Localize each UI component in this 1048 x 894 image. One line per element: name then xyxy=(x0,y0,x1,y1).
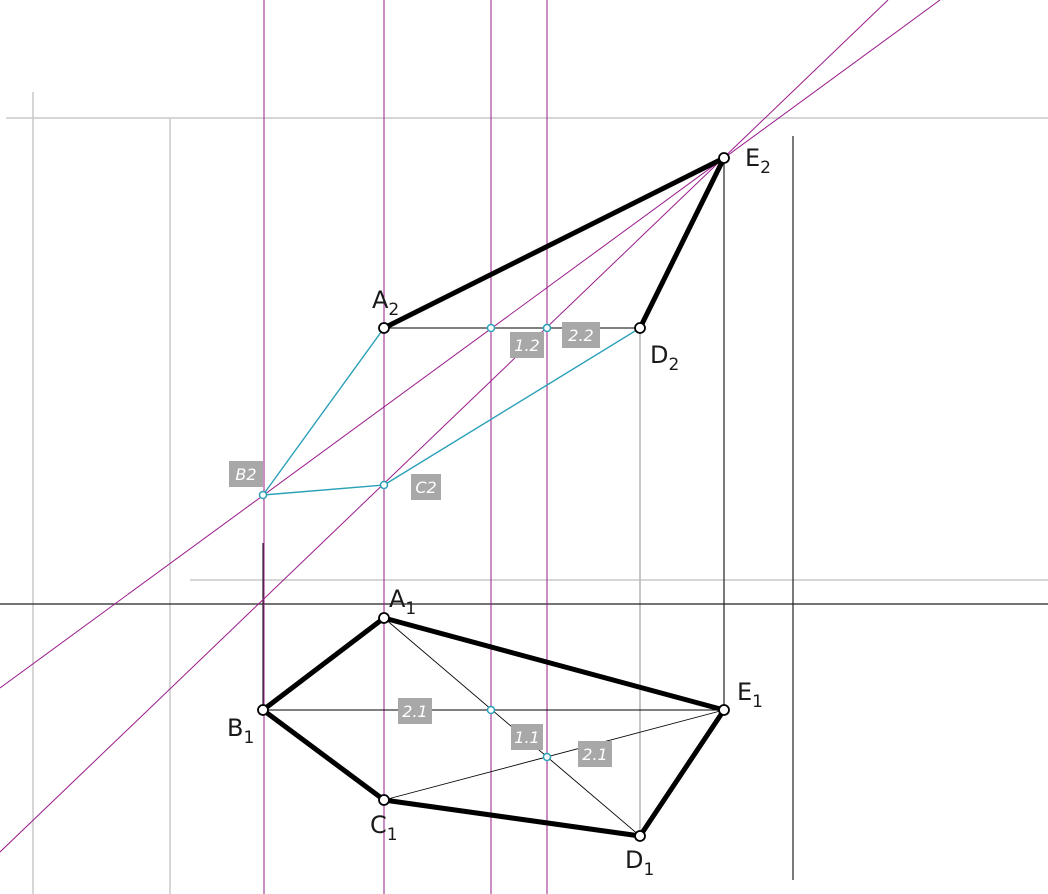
section-markers xyxy=(258,323,552,762)
tag-2-1: 2.1 xyxy=(398,698,432,724)
label-b1-letter: B xyxy=(227,714,243,742)
label-e1-sub: 1 xyxy=(752,692,763,712)
marker-e1 xyxy=(718,704,730,716)
tag-2-2-text: 2.2 xyxy=(568,326,593,345)
tag-c2: C2 xyxy=(411,474,441,500)
marker-d1 xyxy=(634,830,646,842)
label-b1: B1 xyxy=(227,714,254,748)
marker-c1 xyxy=(378,794,390,806)
label-a1-sub: 1 xyxy=(405,599,416,619)
label-d1-sub: 1 xyxy=(643,860,654,880)
marker-a1 xyxy=(378,612,390,624)
label-a2-sub: 2 xyxy=(388,300,399,320)
marker-b1 xyxy=(257,704,269,716)
marker-e2 xyxy=(718,152,730,164)
label-a1-letter: A xyxy=(389,585,406,613)
tag-1-2-text: 1.2 xyxy=(514,336,539,355)
section-lines xyxy=(262,327,641,496)
label-a1: A1 xyxy=(389,585,416,619)
frame-lines xyxy=(6,92,1048,894)
label-b1-sub: 1 xyxy=(243,728,254,748)
tag-2-1-text: 2.1 xyxy=(402,702,427,721)
tag-b2-text: B2 xyxy=(235,465,256,484)
helper-verticals xyxy=(263,0,548,894)
tag-c2-text: C2 xyxy=(415,478,436,497)
label-d2-sub: 2 xyxy=(668,355,679,375)
label-d1-letter: D xyxy=(625,846,643,874)
label-d1: D1 xyxy=(625,846,654,880)
marker-d2 xyxy=(634,322,646,334)
label-c1-sub: 1 xyxy=(387,825,398,845)
axis-lines xyxy=(0,136,1048,880)
figure-edges xyxy=(260,155,727,839)
marker-a2 xyxy=(378,322,390,334)
label-e2-sub: 2 xyxy=(760,158,771,178)
label-a2: A2 xyxy=(372,286,399,320)
tag-labels: B2 C2 1.2 2.2 2.1 1.1 2.1 xyxy=(229,322,612,767)
point-markers xyxy=(257,152,730,842)
tag-1-1: 1.1 xyxy=(511,724,543,750)
label-e1-letter: E xyxy=(737,678,752,706)
point-labels: A2 D2 E2 A1 B1 C1 D1 E1 xyxy=(227,144,771,880)
label-e2: E2 xyxy=(745,144,771,178)
label-c1: C1 xyxy=(370,811,398,845)
label-a2-letter: A xyxy=(372,286,389,314)
tag-1-2: 1.2 xyxy=(510,332,544,358)
tag-2-2: 2.2 xyxy=(562,322,600,348)
tag-2-1b-text: 2.1 xyxy=(582,745,607,764)
tag-b2: B2 xyxy=(229,461,263,487)
helper-diagonals xyxy=(0,0,941,853)
label-e1: E1 xyxy=(737,678,763,712)
label-d2: D2 xyxy=(650,341,679,375)
label-c1-letter: C xyxy=(370,811,387,839)
label-d2-letter: D xyxy=(650,341,668,369)
label-e2-letter: E xyxy=(745,144,760,172)
tag-2-1b: 2.1 xyxy=(578,741,612,767)
tag-1-1-text: 1.1 xyxy=(514,728,539,747)
